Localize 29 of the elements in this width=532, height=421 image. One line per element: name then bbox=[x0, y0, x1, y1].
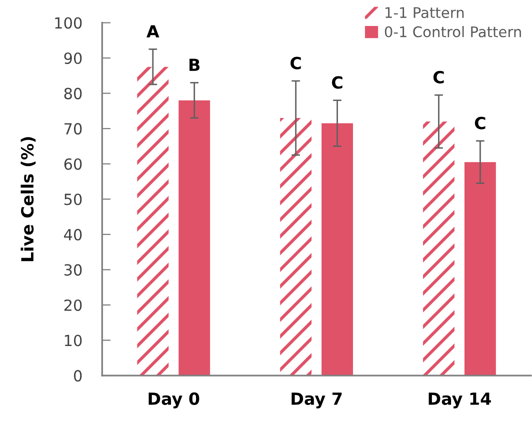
annotation: C bbox=[332, 76, 342, 89]
annotation: C bbox=[474, 116, 486, 130]
bar bbox=[464, 162, 496, 376]
legend-label: 1-1 Pattern bbox=[386, 7, 464, 18]
y-tick-label: 60 bbox=[64, 158, 82, 170]
bar bbox=[322, 123, 353, 376]
x-tick-label: Day 14 bbox=[428, 392, 491, 408]
y-tick-label: 30 bbox=[64, 264, 82, 276]
y-tick-label: 80 bbox=[64, 88, 82, 100]
y-tick-label: 90 bbox=[64, 52, 82, 64]
y-tick-label: 40 bbox=[64, 228, 82, 240]
bar bbox=[280, 118, 312, 376]
y-tick-label: 10 bbox=[64, 334, 82, 346]
annotation: C bbox=[290, 56, 301, 70]
annotation: B bbox=[190, 58, 200, 71]
x-tick-label: Day 0 bbox=[148, 392, 200, 408]
legend-label: 0-1 Control Pattern bbox=[384, 26, 521, 38]
x-tick-label: Day 7 bbox=[292, 392, 342, 408]
y-tick-label: 70 bbox=[64, 123, 82, 135]
y-tick-label: 0 bbox=[74, 370, 82, 382]
bar bbox=[423, 122, 454, 376]
bar bbox=[137, 66, 169, 376]
y-axis-title: Live Cells (%) bbox=[20, 137, 36, 262]
annotation: A bbox=[146, 25, 160, 38]
bar bbox=[178, 100, 210, 376]
annotation: C bbox=[433, 70, 444, 84]
y-tick-label: 100 bbox=[55, 17, 82, 29]
y-tick-label: 20 bbox=[64, 299, 82, 311]
y-tick-label: 50 bbox=[64, 194, 82, 206]
